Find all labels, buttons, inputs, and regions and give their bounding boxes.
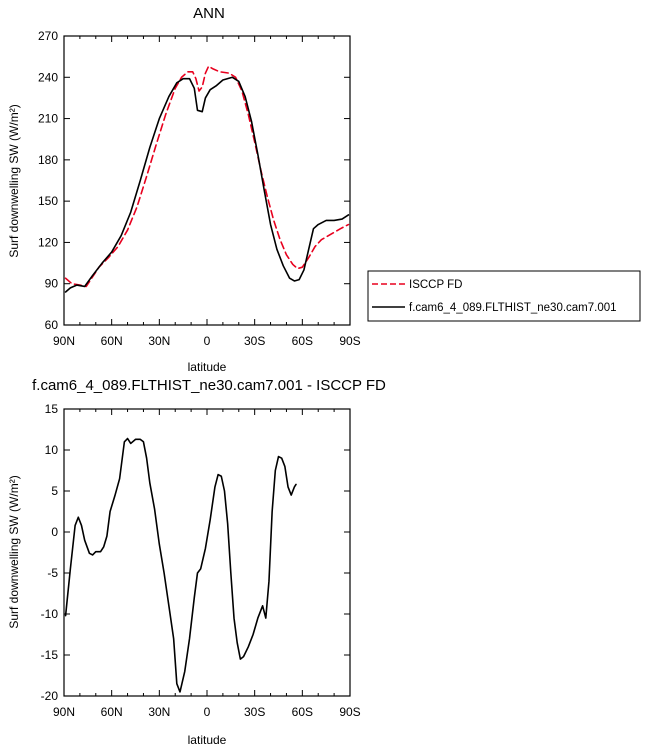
bot-y-tick-label: 10 [45,443,59,457]
bottom-x-axis-label: latitude [188,733,227,747]
top-series-line-1 [64,76,350,293]
top-y-axis-label: Surf downwelling SW (W/m²) [7,104,21,257]
bot-y-tick-label: -20 [41,689,59,703]
top-x-axis-label: latitude [188,360,227,374]
top-panel: ANN 90N 60N 30N 0 30S 60S 90S 60 90 120 150 180 210 2… [7,5,641,374]
top-x-tick-label: 30S [244,334,265,348]
bottom-y-axis-label: Surf downwelling SW (W/m²) [7,475,21,628]
top-y-tick-label: 270 [38,29,58,43]
bot-y-tick-label: -10 [41,607,59,621]
bot-x-tick-label: 0 [204,705,211,719]
top-x-tick-label: 30N [148,334,170,348]
top-y-tick-label: 60 [45,318,59,332]
top-x-tick-label: 90S [339,334,360,348]
top-y-tick-label: 180 [38,153,58,167]
legend-label-model: f.cam6_4_089.FLTHIST_ne30.cam7.001 [409,302,617,314]
top-y-tick-label: 210 [38,112,58,126]
top-x-tick-label: 0 [204,334,211,348]
bottom-chart-title: f.cam6_4_089.FLTHIST_ne30.cam7.001 - ISC… [32,377,386,394]
bot-x-tick-label: 60S [292,705,313,719]
bot-y-tick-label: 15 [45,402,59,416]
top-x-tick-label: 90N [53,334,75,348]
top-x-tick-label: 60N [101,334,123,348]
top-x-tick-label: 60S [292,334,313,348]
top-y-tick-label: 240 [38,70,58,84]
top-plot-frame [63,35,351,326]
bottom-plot-frame [63,408,351,697]
bot-y-tick-label: 0 [51,525,58,539]
bot-y-tick-label: -5 [47,566,58,580]
bot-x-tick-label: 60N [101,705,123,719]
bot-x-tick-label: 30S [244,705,265,719]
bot-x-tick-label: 90S [339,705,360,719]
bottom-panel: f.cam6_4_089.FLTHIST_ne30.cam7.001 - ISC… [7,377,386,747]
bot-series-line-0 [64,437,297,693]
top-y-tick-label: 90 [45,277,59,291]
bot-y-tick-label: -15 [41,648,59,662]
bot-x-tick-label: 90N [53,705,75,719]
bot-x-tick-label: 30N [148,705,170,719]
legend-label-isccp: ISCCP FD [409,279,462,291]
top-y-tick-label: 120 [38,235,58,249]
legend-box [367,270,641,322]
top-chart-title: ANN [193,5,225,22]
bot-y-tick-label: 5 [51,484,58,498]
top-y-tick-label: 150 [38,194,58,208]
top-series-line-0 [64,65,350,288]
legend: ISCCP FD f.cam6_4_089.FLTHIST_ne30.cam7.… [367,270,641,322]
